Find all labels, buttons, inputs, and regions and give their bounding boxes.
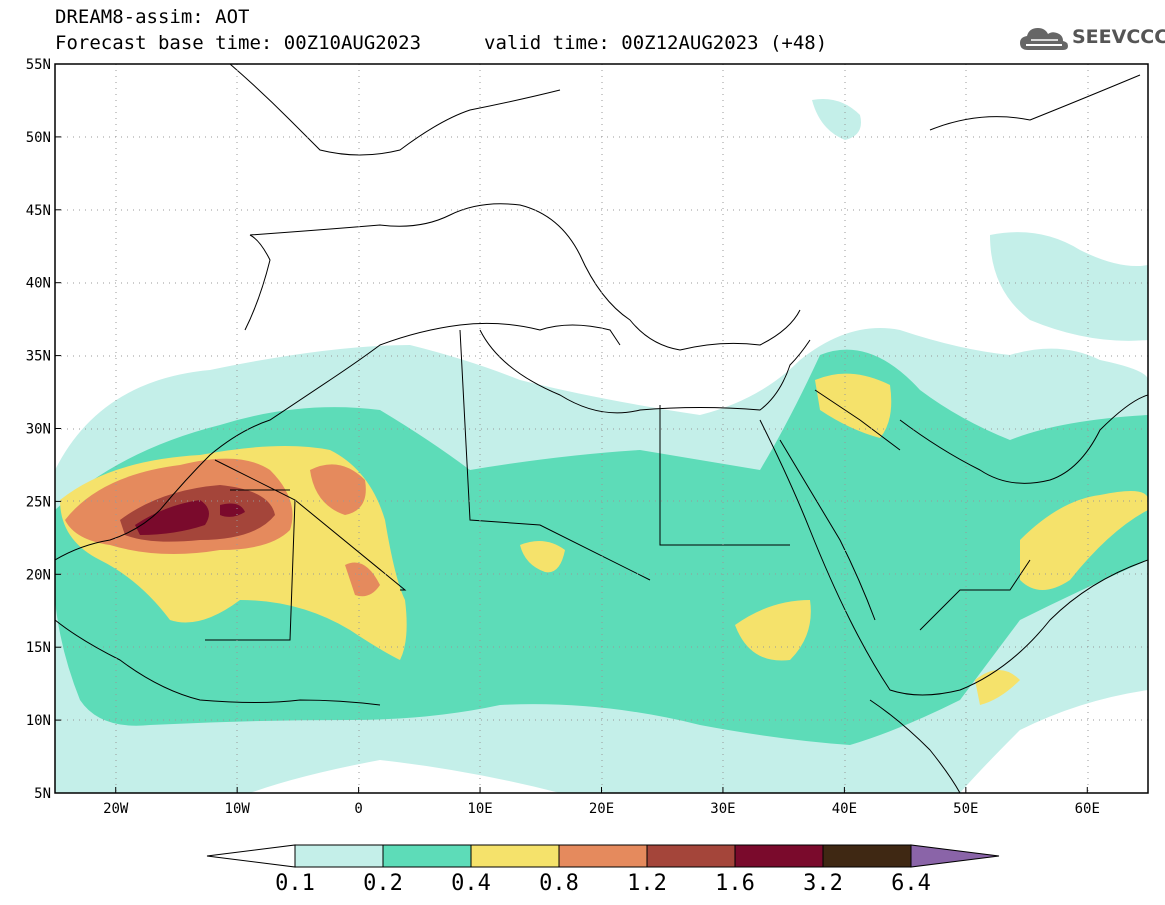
aot-colorbar: 0.1 0.2 0.4 0.8 1.2 1.6 3.2 6.4	[206, 844, 1000, 896]
y-tick-label: 20N	[26, 567, 51, 583]
aot-fields	[55, 99, 1148, 793]
x-tick-label: 40E	[832, 801, 857, 817]
aot-band-0.4	[520, 541, 565, 573]
coastline	[229, 64, 561, 156]
y-tick-label: 5N	[34, 786, 51, 802]
forecast-base-time: Forecast base time: 00Z10AUG2023	[55, 32, 422, 54]
x-tick-label: 10E	[467, 801, 492, 817]
coastline	[479, 329, 811, 414]
map-title: DREAM8-assim: AOT	[55, 6, 250, 28]
colorbar-level-label: 0.1	[275, 871, 315, 896]
y-tick-label: 25N	[26, 494, 51, 510]
aot-band-0.1	[812, 99, 861, 140]
aot-band-1.6	[220, 503, 245, 517]
coastline	[55, 619, 381, 706]
colorbar-level-label: 0.8	[539, 871, 579, 896]
aot-band-0.4	[975, 670, 1020, 705]
colorbar-level-label: 6.4	[891, 871, 931, 896]
forecast-times: Forecast base time: 00Z10AUG2023 valid t…	[55, 32, 827, 98]
colorbar-segment	[646, 844, 736, 868]
seevccc-logo: SEEVCCC	[1018, 24, 1165, 54]
colorbar-min-triangle	[206, 844, 296, 868]
aot-band-0.4	[735, 600, 811, 661]
aot-band-0.4	[815, 373, 892, 438]
colorbar-level-label: 1.6	[715, 871, 755, 896]
x-tick-label: 50E	[953, 801, 978, 817]
aot-band-0.8	[310, 464, 366, 515]
aot-band-0.1	[990, 232, 1148, 341]
aot-band-0.4	[1020, 491, 1148, 590]
y-tick-label: 45N	[26, 203, 51, 219]
forecast-valid-time: valid time: 00Z12AUG2023 (+48)	[484, 32, 828, 54]
colorbar-segment	[382, 844, 472, 868]
coastlines	[55, 64, 1148, 793]
y-tick-label: 40N	[26, 276, 51, 292]
colorbar-level-label: 0.4	[451, 871, 491, 896]
coastline	[55, 322, 621, 561]
coastline	[869, 699, 961, 793]
y-tick-label: 50N	[26, 130, 51, 146]
colorbar-segment	[470, 844, 560, 868]
coastline	[899, 394, 1148, 484]
coastline	[929, 74, 1141, 131]
x-tick-label: 20W	[103, 801, 129, 817]
colorbar-segment	[558, 844, 648, 868]
colorbar-level-label: 3.2	[803, 871, 843, 896]
colorbar-level-label: 0.2	[363, 871, 403, 896]
colorbar-level-label: 1.2	[627, 871, 667, 896]
y-tick-label: 15N	[26, 640, 51, 656]
x-tick-label: 0	[354, 801, 362, 817]
colorbar-segment	[294, 844, 384, 868]
coastline	[759, 419, 1148, 696]
colorbar-segment	[822, 844, 912, 868]
colorbar-max-triangle	[910, 844, 1000, 868]
aot-band-0.2	[55, 349, 1148, 745]
x-tick-label: 10W	[225, 801, 251, 817]
coastline	[779, 439, 876, 621]
y-tick-label: 30N	[26, 422, 51, 438]
border	[814, 389, 1031, 631]
cloud-icon	[1020, 28, 1068, 50]
graticule	[55, 64, 1148, 793]
aot-band-1.6	[135, 500, 209, 535]
aot-band-0.8	[345, 562, 380, 597]
coastline	[244, 234, 271, 331]
border	[205, 329, 790, 641]
y-tick-label: 55N	[26, 57, 51, 73]
colorbar-segment	[734, 844, 824, 868]
y-tick-label: 10N	[26, 713, 51, 729]
map-plot-area	[54, 63, 1149, 794]
x-tick-label: 20E	[589, 801, 614, 817]
logo-text: SEEVCCC	[1072, 26, 1165, 48]
x-tick-label: 60E	[1075, 801, 1100, 817]
y-tick-label: 35N	[26, 349, 51, 365]
latitude-axis: 55N 50N 45N 40N 35N 30N 25N 20N 15N 10N 5N	[26, 57, 61, 802]
coastline	[249, 203, 801, 351]
longitude-axis: 20W 10W 0 10E 20E 30E 40E 50E 60E	[103, 787, 1100, 817]
x-tick-label: 30E	[710, 801, 735, 817]
